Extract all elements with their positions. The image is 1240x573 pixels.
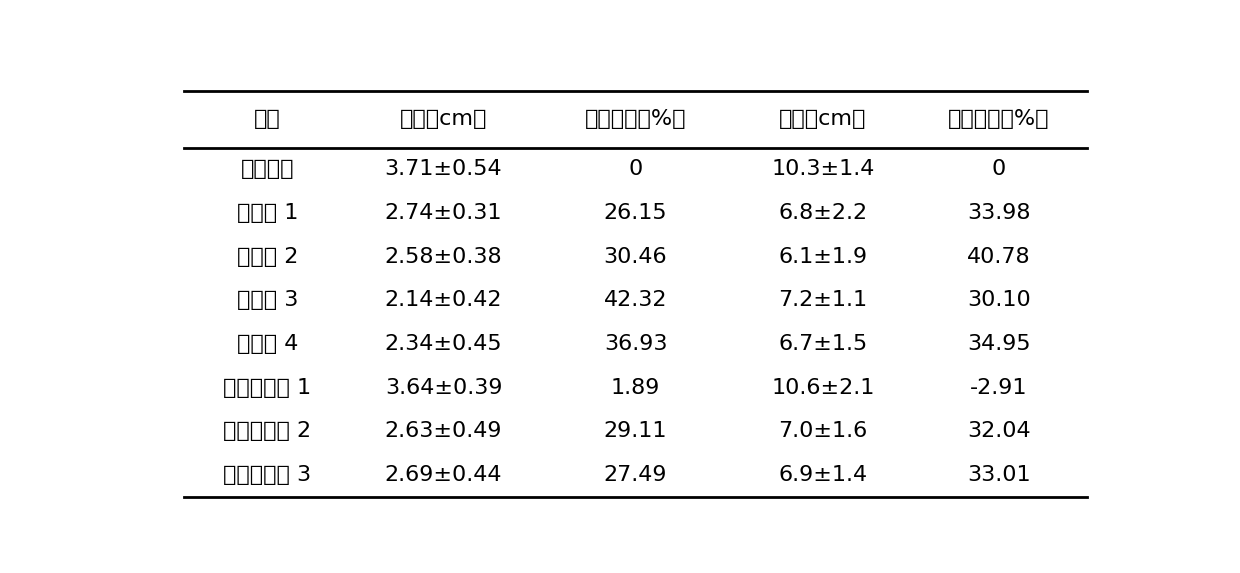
Text: 6.9±1.4: 6.9±1.4	[779, 465, 868, 485]
Text: 0: 0	[992, 159, 1006, 179]
Text: 2.74±0.31: 2.74±0.31	[384, 203, 502, 223]
Text: 根长（cm）: 根长（cm）	[399, 109, 487, 129]
Text: 7.2±1.1: 7.2±1.1	[779, 291, 868, 311]
Text: 10.3±1.4: 10.3±1.4	[771, 159, 874, 179]
Text: 2.34±0.45: 2.34±0.45	[384, 334, 502, 354]
Text: 对照实施例 1: 对照实施例 1	[223, 378, 311, 398]
Text: 对照实施例 2: 对照实施例 2	[223, 421, 311, 441]
Text: 2.69±0.44: 2.69±0.44	[384, 465, 502, 485]
Text: 对照实施例 3: 对照实施例 3	[223, 465, 311, 485]
Text: 6.7±1.5: 6.7±1.5	[779, 334, 868, 354]
Text: 实施例 3: 实施例 3	[237, 291, 298, 311]
Text: 29.11: 29.11	[604, 421, 667, 441]
Text: 33.01: 33.01	[967, 465, 1030, 485]
Text: 26.15: 26.15	[604, 203, 667, 223]
Text: 2.63±0.49: 2.63±0.49	[384, 421, 502, 441]
Text: 苗高（cm）: 苗高（cm）	[779, 109, 867, 129]
Text: 0: 0	[629, 159, 642, 179]
Text: 组别: 组别	[254, 109, 280, 129]
Text: 1.89: 1.89	[611, 378, 660, 398]
Text: 茎抑制率（%）: 茎抑制率（%）	[949, 109, 1050, 129]
Text: 3.64±0.39: 3.64±0.39	[384, 378, 502, 398]
Text: 实施例 2: 实施例 2	[237, 247, 298, 267]
Text: 10.6±2.1: 10.6±2.1	[771, 378, 874, 398]
Text: 6.8±2.2: 6.8±2.2	[779, 203, 868, 223]
Text: 2.14±0.42: 2.14±0.42	[384, 291, 502, 311]
Text: 30.46: 30.46	[604, 247, 667, 267]
Text: 34.95: 34.95	[967, 334, 1030, 354]
Text: 7.0±1.6: 7.0±1.6	[779, 421, 868, 441]
Text: 2.58±0.38: 2.58±0.38	[384, 247, 502, 267]
Text: 27.49: 27.49	[604, 465, 667, 485]
Text: 根抑制率（%）: 根抑制率（%）	[585, 109, 686, 129]
Text: 42.32: 42.32	[604, 291, 667, 311]
Text: 6.1±1.9: 6.1±1.9	[779, 247, 868, 267]
Text: 32.04: 32.04	[967, 421, 1030, 441]
Text: -2.91: -2.91	[971, 378, 1028, 398]
Text: 实施例 1: 实施例 1	[237, 203, 298, 223]
Text: 40.78: 40.78	[967, 247, 1030, 267]
Text: 36.93: 36.93	[604, 334, 667, 354]
Text: 3.71±0.54: 3.71±0.54	[384, 159, 502, 179]
Text: 33.98: 33.98	[967, 203, 1030, 223]
Text: 空白对照: 空白对照	[241, 159, 294, 179]
Text: 实施例 4: 实施例 4	[237, 334, 298, 354]
Text: 30.10: 30.10	[967, 291, 1030, 311]
